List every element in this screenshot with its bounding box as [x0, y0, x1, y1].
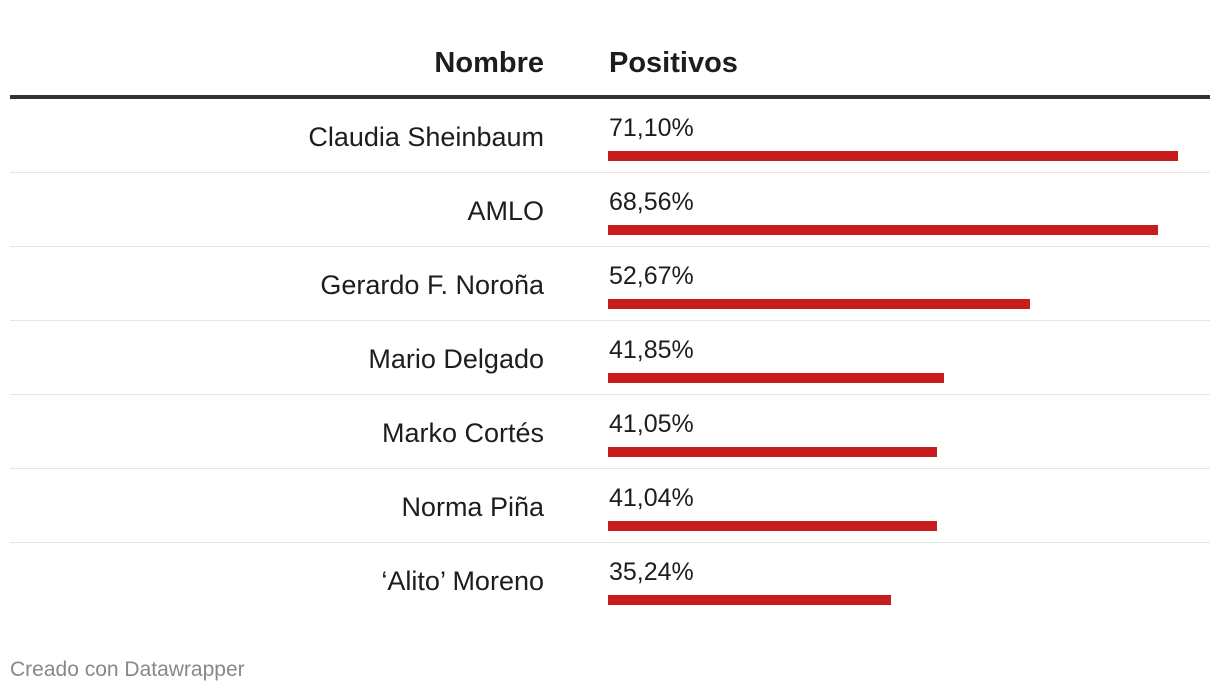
table-row: Claudia Sheinbaum 71,10%: [10, 99, 1210, 173]
row-value-label: 71,10%: [609, 114, 694, 142]
row-value-label: 68,56%: [609, 188, 694, 216]
bar-track: [608, 521, 1178, 531]
bar: [608, 225, 1158, 235]
row-name: AMLO: [467, 196, 544, 226]
bar-track: [608, 595, 1178, 605]
table-row: AMLO 68,56%: [10, 173, 1210, 247]
bar-track: [608, 225, 1178, 235]
bar: [608, 447, 938, 457]
table-row: Gerardo F. Noroña 52,67%: [10, 247, 1210, 321]
row-value-label: 35,24%: [609, 558, 694, 586]
table-header: Nombre Positivos: [10, 0, 1210, 99]
row-name: Marko Cortés: [381, 418, 544, 448]
bar-track: [608, 151, 1178, 161]
table-row: Norma Piña 41,04%: [10, 469, 1210, 543]
row-name: Norma Piña: [401, 492, 544, 522]
table-row: Mario Delgado 41,85%: [10, 321, 1210, 395]
footer-credit[interactable]: Creado con Datawrapper: [10, 658, 245, 681]
row-value-label: 41,85%: [609, 336, 694, 364]
bar: [608, 595, 891, 605]
row-value-label: 41,05%: [609, 410, 694, 438]
bar: [608, 299, 1031, 309]
bar: [608, 373, 944, 383]
row-value-label: 52,67%: [609, 262, 694, 290]
table-row: ‘Alito’ Moreno 35,24%: [10, 543, 1210, 617]
bar-track: [608, 373, 1178, 383]
column-header-nombre[interactable]: Nombre: [434, 47, 544, 79]
row-value-label: 41,04%: [609, 484, 694, 512]
table-body: Claudia Sheinbaum 71,10% AMLO 68,56% Gerardo…: [10, 99, 1210, 617]
bar: [608, 521, 937, 531]
column-header-positivos[interactable]: Positivos: [609, 47, 738, 79]
table-row: Marko Cortés 41,05%: [10, 395, 1210, 469]
row-name: Gerardo F. Noroña: [320, 270, 544, 300]
row-name: Mario Delgado: [368, 344, 544, 374]
data-table: Nombre Positivos Claudia Sheinbaum 71,10%…: [10, 0, 1210, 617]
bar: [608, 151, 1178, 161]
bar-track: [608, 299, 1178, 309]
bar-track: [608, 447, 1178, 457]
row-name: ‘Alito’ Moreno: [381, 566, 544, 596]
row-name: Claudia Sheinbaum: [308, 122, 544, 152]
